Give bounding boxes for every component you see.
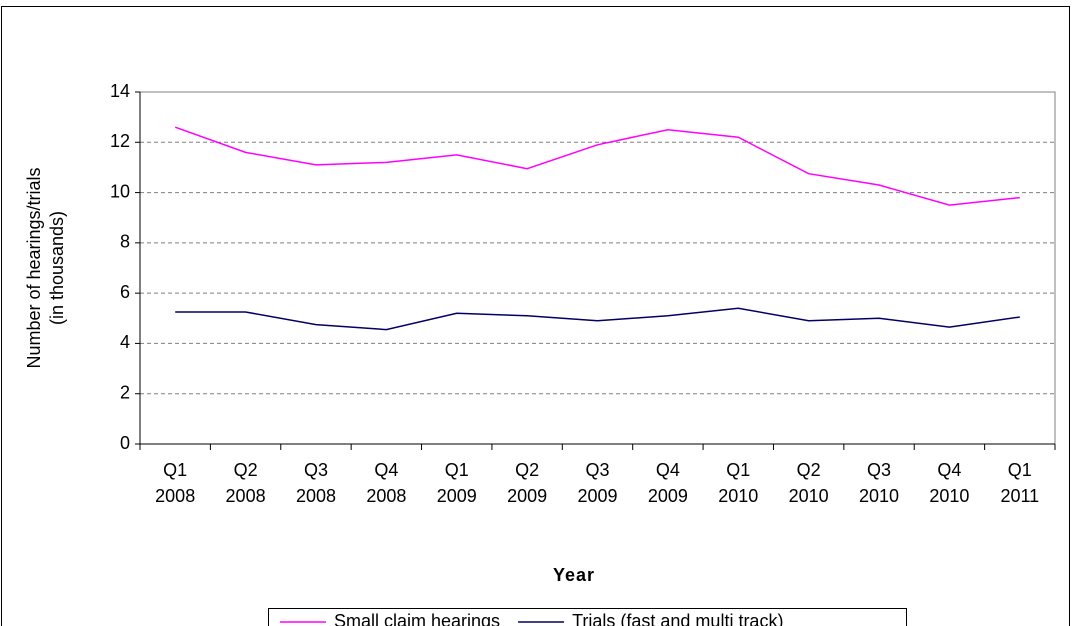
- x-tick-label-line: 2010: [789, 486, 829, 506]
- y-axis-title: (in thousands): [47, 211, 67, 325]
- series-line: [175, 307, 1020, 331]
- x-tick-label: Q1 2008: [155, 460, 195, 506]
- x-tick-label-line: Q2: [234, 460, 258, 480]
- legend-label: Trials (fast and multi track): [572, 611, 783, 626]
- x-tick-label-line: 2008: [226, 486, 266, 506]
- y-axis-title: Number of hearings/trials: [24, 167, 44, 368]
- x-tick-label-line: Q4: [937, 460, 961, 480]
- x-tick-label-line: 2010: [859, 486, 899, 506]
- x-tick-label-line: Q4: [374, 460, 398, 480]
- x-tick-label-line: Q2: [515, 460, 539, 480]
- x-tick-label-line: 2008: [296, 486, 336, 506]
- x-tick-label-line: 2009: [577, 486, 617, 506]
- x-tick-label: Q2 2010: [789, 460, 829, 506]
- y-tick-label: 14: [110, 81, 130, 101]
- x-tick-label-line: Q3: [867, 460, 891, 480]
- x-tick-label: Q2 2008: [226, 460, 266, 506]
- y-tick-label: 4: [120, 332, 130, 352]
- x-tick-label-line: Q1: [445, 460, 469, 480]
- x-tick-label-line: 2008: [155, 486, 195, 506]
- x-tick-label: Q1 2011: [1000, 460, 1039, 506]
- x-tick-label-line: Q1: [726, 460, 750, 480]
- x-tick-label-line: 2009: [437, 486, 477, 506]
- x-tick-label-line: 2010: [718, 486, 758, 506]
- x-tick-label: Q3 2010: [859, 460, 899, 506]
- y-tick-label: 8: [120, 232, 130, 252]
- x-tick-label-line: Q3: [585, 460, 609, 480]
- x-tick-label-line: Q1: [1008, 460, 1032, 480]
- y-tick-label: 0: [120, 433, 130, 453]
- x-tick-label-line: 2010: [929, 486, 969, 506]
- x-tick-label: Q4 2009: [648, 460, 688, 506]
- x-tick-label-line: 2011: [1000, 486, 1039, 506]
- y-tick-label: 10: [110, 181, 130, 201]
- x-tick-label-line: 2009: [507, 486, 547, 506]
- x-tick-label: Q3 2009: [577, 460, 617, 506]
- x-tick-label: Q1 2009: [437, 460, 477, 506]
- x-tick-label-line: 2008: [366, 486, 406, 506]
- y-tick-label: 6: [120, 282, 130, 302]
- x-tick-label-line: Q2: [797, 460, 821, 480]
- x-tick-label: Q3 2008: [296, 460, 336, 506]
- x-tick-label-line: Q4: [656, 460, 680, 480]
- series-line: [174, 126, 1020, 206]
- legend-label: Small claim hearings: [334, 611, 500, 626]
- x-tick-label-line: 2009: [648, 486, 688, 506]
- x-tick-label: Q4 2008: [366, 460, 406, 506]
- x-tick-label: Q1 2010: [718, 460, 758, 506]
- x-tick-label-line: Q3: [304, 460, 328, 480]
- x-tick-label: Q2 2009: [507, 460, 547, 506]
- x-tick-label-line: Q1: [163, 460, 187, 480]
- y-tick-label: 2: [120, 382, 130, 402]
- y-tick-label: 12: [110, 131, 130, 151]
- plot-area: [139, 91, 1056, 445]
- x-axis-title: Year: [553, 565, 595, 585]
- x-tick-label: Q4 2010: [929, 460, 969, 506]
- legend-box: [268, 608, 907, 626]
